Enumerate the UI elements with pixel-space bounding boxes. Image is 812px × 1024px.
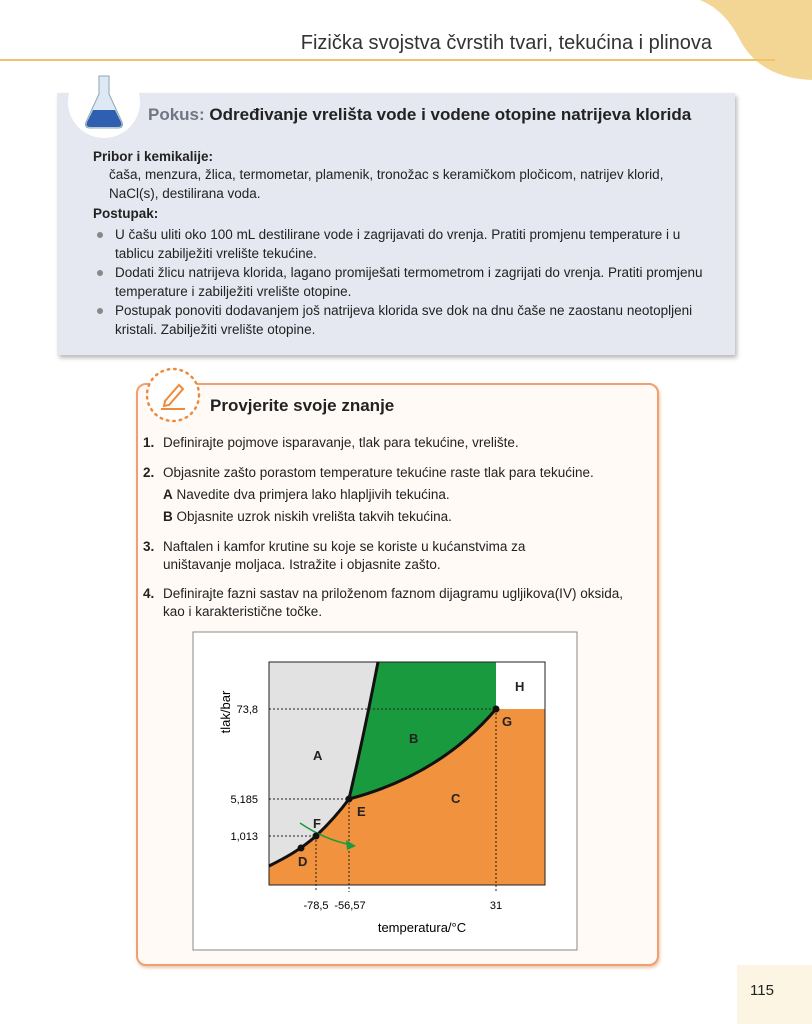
- question-text: Definirajte fazni sastav na priloženom f…: [163, 586, 623, 619]
- part-text: Navedite dva primjera lako hlapljivih te…: [176, 487, 450, 502]
- region-solid: [269, 662, 378, 866]
- quiz-title: Provjerite svoje znanje: [210, 396, 395, 415]
- guide-lines: [269, 708, 497, 892]
- procedure-step: Dodati žlicu natrijeva klorida, lagano p…: [93, 264, 713, 301]
- point-label: F: [313, 816, 321, 831]
- point-label: D: [298, 854, 307, 869]
- y-tick-label: 1,013: [230, 831, 258, 843]
- part-letter: B: [163, 509, 173, 524]
- x-tick-label: -56,57: [334, 900, 365, 912]
- points: [297, 705, 500, 852]
- equipment-heading: Pribor i kemikalije:: [93, 149, 214, 164]
- part-text: Objasnite uzrok niskih vrelišta takvih t…: [176, 509, 452, 524]
- x-tick-label: -78,5: [303, 900, 328, 912]
- page-number-box: [737, 965, 812, 1024]
- region-label: H: [515, 679, 524, 694]
- part-letter: A: [163, 487, 173, 502]
- page-number: 115: [750, 982, 774, 999]
- x-tick-label: 31: [490, 900, 502, 912]
- y-tick-label: 73,8: [237, 704, 258, 716]
- curve: [347, 661, 380, 800]
- experiment-title: Određivanje vrelišta vode i vodene otopi…: [209, 105, 692, 124]
- arrow-head: [346, 840, 356, 850]
- question-number: 3.: [143, 539, 155, 554]
- experiment-heading: Pokus: Određivanje vrelišta vode i voden…: [148, 105, 691, 125]
- y-tick-label: 5,185: [230, 794, 258, 806]
- question-part: B Objasnite uzrok niskih vrelišta takvih…: [143, 508, 633, 526]
- question-text: Definirajte pojmove isparavanje, tlak pa…: [163, 435, 519, 450]
- point-label: E: [357, 804, 366, 819]
- region-label: C: [451, 791, 461, 806]
- pencil-icon: [145, 367, 201, 423]
- question-text: Objasnite zašto porastom temperature tek…: [163, 465, 594, 480]
- header-decoration: [0, 0, 812, 80]
- question: 2. Objasnite zašto porastom temperature t…: [143, 464, 633, 526]
- plot-border: [268, 661, 546, 886]
- procedure-heading: Postupak:: [93, 206, 159, 221]
- question-text: Naftalen i kamfor krutine su koje se kor…: [163, 539, 526, 572]
- equipment-text: čaša, menzura, žlica, termometar, plamen…: [109, 167, 664, 201]
- question: 3. Naftalen i kamfor krutine su koje se k…: [143, 538, 543, 574]
- question-number: 1.: [143, 435, 155, 450]
- question: 4. Definirajte fazni sastav na priloženom…: [143, 585, 633, 621]
- region-label: A: [313, 748, 323, 763]
- x-axis-label: temperatura/°C: [378, 920, 466, 935]
- region-liquid: [349, 662, 496, 799]
- procedure-step: Postupak ponoviti dodavanjem još natrije…: [93, 302, 713, 339]
- question-part: A Navedite dva primjera lako hlapljivih …: [143, 486, 633, 504]
- procedure-step: U čašu uliti oko 100 mL destilirane vode…: [93, 226, 713, 263]
- procedure-list: U čašu uliti oko 100 mL destilirane vode…: [93, 226, 713, 341]
- region-label: B: [409, 731, 418, 746]
- question: 1. Definirajte pojmove isparavanje, tlak …: [143, 434, 633, 452]
- experiment-label: Pokus:: [148, 105, 205, 124]
- question-number: 4.: [143, 586, 155, 601]
- flask-icon: [68, 66, 140, 138]
- header-title: Fizička svojstva čvrstih tvari, tekućina…: [300, 32, 712, 54]
- experiment-box: [57, 93, 735, 355]
- y-axis-label: tlak/bar: [218, 690, 233, 733]
- question-number: 2.: [143, 465, 155, 480]
- point-label: G: [502, 714, 512, 729]
